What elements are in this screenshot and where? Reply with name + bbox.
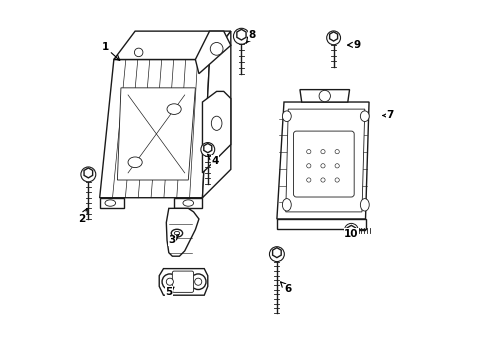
Polygon shape — [84, 168, 93, 178]
Circle shape — [319, 90, 330, 102]
Ellipse shape — [174, 231, 180, 235]
Circle shape — [210, 42, 223, 55]
Ellipse shape — [282, 199, 291, 211]
Polygon shape — [277, 219, 366, 229]
Polygon shape — [300, 90, 349, 102]
Polygon shape — [330, 32, 338, 41]
Ellipse shape — [183, 200, 194, 206]
Polygon shape — [277, 102, 369, 219]
Text: 2: 2 — [78, 208, 87, 224]
Polygon shape — [202, 31, 231, 198]
Ellipse shape — [167, 104, 181, 114]
Circle shape — [233, 28, 249, 44]
Ellipse shape — [128, 157, 142, 168]
Ellipse shape — [360, 111, 369, 122]
Text: 6: 6 — [281, 282, 291, 294]
Ellipse shape — [105, 200, 116, 206]
Circle shape — [335, 178, 339, 182]
Polygon shape — [118, 88, 196, 180]
Polygon shape — [347, 225, 356, 235]
Text: 3: 3 — [169, 234, 179, 245]
Polygon shape — [237, 30, 246, 40]
Polygon shape — [159, 269, 208, 295]
Circle shape — [321, 149, 325, 154]
Polygon shape — [272, 248, 281, 258]
Ellipse shape — [172, 229, 183, 237]
Circle shape — [307, 178, 311, 182]
Circle shape — [166, 278, 173, 285]
Circle shape — [191, 274, 206, 289]
Polygon shape — [99, 59, 210, 198]
Polygon shape — [114, 31, 231, 59]
Circle shape — [270, 247, 284, 262]
Polygon shape — [286, 109, 365, 212]
Text: 5: 5 — [165, 287, 174, 297]
Polygon shape — [196, 31, 231, 74]
Ellipse shape — [282, 111, 291, 122]
Circle shape — [344, 224, 358, 237]
Circle shape — [327, 31, 341, 45]
FancyBboxPatch shape — [172, 271, 194, 292]
Circle shape — [134, 48, 143, 57]
Circle shape — [335, 149, 339, 154]
Circle shape — [195, 278, 202, 285]
Polygon shape — [174, 198, 202, 208]
Circle shape — [335, 164, 339, 168]
Ellipse shape — [211, 116, 222, 130]
Polygon shape — [202, 91, 231, 173]
Polygon shape — [99, 198, 124, 208]
Text: 7: 7 — [383, 111, 394, 121]
Circle shape — [307, 149, 311, 154]
Circle shape — [201, 143, 215, 156]
Circle shape — [307, 164, 311, 168]
Text: 8: 8 — [246, 30, 256, 43]
Text: 9: 9 — [347, 40, 360, 50]
Circle shape — [81, 167, 96, 182]
Ellipse shape — [360, 199, 369, 211]
Circle shape — [321, 164, 325, 168]
Text: 10: 10 — [344, 229, 359, 239]
Polygon shape — [166, 208, 199, 256]
Circle shape — [162, 274, 178, 289]
Polygon shape — [204, 144, 212, 153]
Circle shape — [321, 178, 325, 182]
Text: 4: 4 — [208, 154, 219, 166]
Text: 1: 1 — [101, 42, 120, 60]
FancyBboxPatch shape — [294, 131, 354, 197]
